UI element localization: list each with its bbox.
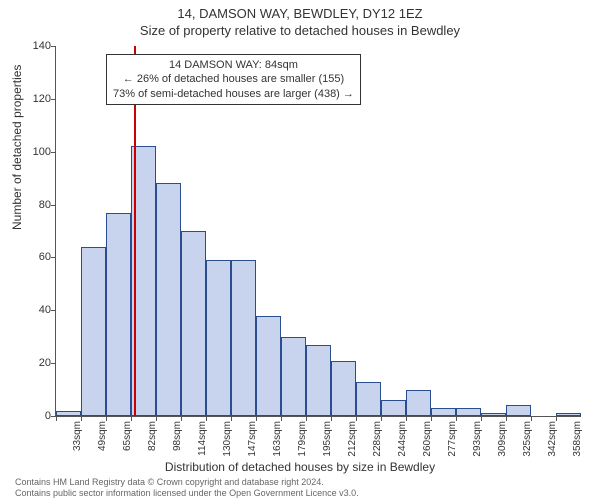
x-tick-mark [306,416,307,421]
x-tick-mark [556,416,557,421]
histogram-bar [331,361,356,417]
x-tick-mark [356,416,357,421]
histogram-bar [556,413,581,416]
footer-attribution: Contains HM Land Registry data © Crown c… [15,477,359,498]
x-tick-label: 179sqm [297,421,308,457]
y-tick-mark [51,310,56,311]
x-tick-mark [431,416,432,421]
x-tick-label: 277sqm [447,421,458,457]
x-tick-label: 130sqm [222,421,233,457]
histogram-bar [231,260,256,416]
y-tick-mark [51,99,56,100]
x-tick-mark [381,416,382,421]
x-tick-mark [481,416,482,421]
histogram-bar [506,405,531,416]
x-tick-mark [456,416,457,421]
histogram-bar [406,390,431,416]
x-tick-mark [531,416,532,421]
y-tick-mark [51,205,56,206]
y-tick-label: 20 [39,357,51,369]
y-tick-mark [51,257,56,258]
title-address: 14, DAMSON WAY, BEWDLEY, DY12 1EZ [0,0,600,21]
y-tick-mark [51,46,56,47]
x-tick-mark [331,416,332,421]
x-tick-mark [256,416,257,421]
x-tick-mark [106,416,107,421]
x-tick-mark [131,416,132,421]
x-tick-mark [406,416,407,421]
annot-line3: 73% of semi-detached houses are larger (… [113,87,354,101]
x-tick-label: 195sqm [322,421,333,457]
histogram-bar [431,408,456,416]
x-tick-label: 49sqm [97,421,108,451]
histogram-bar [81,247,106,416]
histogram-bar [106,213,131,417]
x-tick-label: 33sqm [72,421,83,451]
histogram-bar [456,408,481,416]
plot-area: 02040608010012014033sqm49sqm65sqm82sqm98… [55,46,581,417]
histogram-bar [306,345,331,416]
x-tick-label: 82sqm [147,421,158,451]
histogram-bar [481,413,506,416]
histogram-bar [356,382,381,416]
histogram-bar [56,411,81,416]
chart-area: 02040608010012014033sqm49sqm65sqm82sqm98… [55,46,580,416]
x-tick-label: 228sqm [372,421,383,457]
x-tick-label: 260sqm [422,421,433,457]
footer-line1: Contains HM Land Registry data © Crown c… [15,477,359,487]
x-tick-label: 163sqm [272,421,283,457]
x-tick-label: 147sqm [247,421,258,457]
x-tick-mark [81,416,82,421]
y-tick-mark [51,152,56,153]
y-tick-label: 120 [33,93,51,105]
x-tick-label: 244sqm [397,421,408,457]
histogram-bar [281,337,306,416]
histogram-bar [206,260,231,416]
annotation-box: 14 DAMSON WAY: 84sqm← 26% of detached ho… [106,54,361,105]
x-tick-mark [181,416,182,421]
x-tick-label: 309sqm [497,421,508,457]
y-tick-label: 140 [33,40,51,52]
annot-line1: 14 DAMSON WAY: 84sqm [113,58,354,72]
annot-line2: ← 26% of detached houses are smaller (15… [113,72,354,86]
x-tick-mark [506,416,507,421]
x-tick-label: 325sqm [522,421,533,457]
x-tick-label: 114sqm [197,421,208,456]
y-tick-label: 40 [39,304,51,316]
x-tick-label: 65sqm [122,421,133,451]
y-axis-label: Number of detached properties [10,65,24,230]
histogram-bar [256,316,281,416]
chart-container: 14, DAMSON WAY, BEWDLEY, DY12 1EZ Size o… [0,0,600,500]
y-tick-mark [51,363,56,364]
x-tick-mark [231,416,232,421]
x-tick-label: 212sqm [347,421,358,457]
x-axis-label: Distribution of detached houses by size … [0,460,600,474]
histogram-bar [156,183,181,416]
x-tick-mark [156,416,157,421]
title-subtitle: Size of property relative to detached ho… [0,21,600,38]
x-tick-mark [281,416,282,421]
x-tick-label: 342sqm [547,421,558,457]
footer-line2: Contains public sector information licen… [15,488,359,498]
x-tick-label: 293sqm [472,421,483,457]
y-tick-label: 60 [39,251,51,263]
x-tick-mark [56,416,57,421]
y-tick-label: 80 [39,199,51,211]
histogram-bar [381,400,406,416]
histogram-bar [181,231,206,416]
x-tick-label: 98sqm [172,421,183,451]
x-tick-mark [206,416,207,421]
x-tick-label: 358sqm [572,421,583,457]
y-tick-label: 100 [33,146,51,158]
